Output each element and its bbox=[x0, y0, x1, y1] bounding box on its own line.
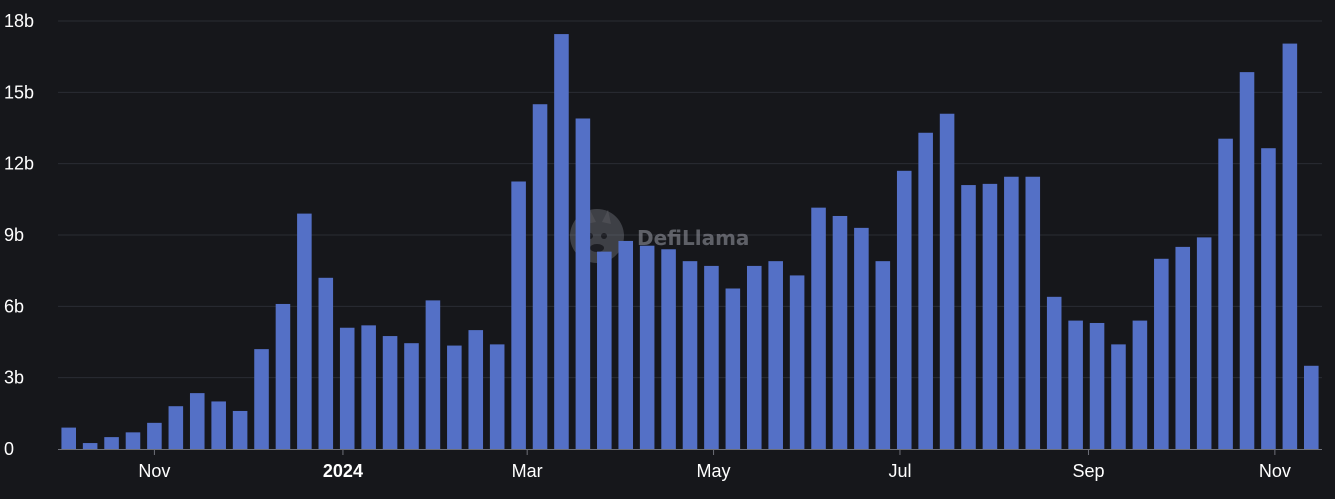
bar[interactable] bbox=[746, 265, 762, 449]
x-axis: Nov 2024 Mar May Jul Sep Nov bbox=[58, 449, 1322, 481]
bar[interactable] bbox=[339, 327, 355, 449]
bar[interactable] bbox=[147, 422, 162, 449]
bars-layer bbox=[61, 34, 1319, 450]
bar[interactable] bbox=[811, 207, 826, 449]
bar[interactable] bbox=[768, 261, 783, 449]
bar[interactable] bbox=[854, 227, 869, 449]
bar[interactable] bbox=[82, 443, 98, 449]
bar[interactable] bbox=[725, 288, 741, 450]
bar[interactable] bbox=[832, 215, 848, 449]
x-tick-label: Jul bbox=[888, 461, 911, 481]
bar[interactable] bbox=[404, 343, 419, 449]
bar[interactable] bbox=[297, 213, 312, 449]
bar[interactable] bbox=[447, 345, 462, 449]
bar[interactable] bbox=[1111, 344, 1126, 449]
bar[interactable] bbox=[789, 275, 805, 449]
bar[interactable] bbox=[468, 330, 484, 449]
bar[interactable] bbox=[1025, 176, 1041, 449]
bar[interactable] bbox=[1132, 320, 1148, 449]
bar[interactable] bbox=[1068, 320, 1083, 449]
bar[interactable] bbox=[275, 303, 291, 449]
y-axis: 0 3b 6b 9b 12b 15b 18b bbox=[4, 11, 34, 459]
x-tick-label: Nov bbox=[138, 461, 170, 481]
bar[interactable] bbox=[1046, 296, 1062, 449]
bar[interactable] bbox=[639, 245, 655, 449]
bar[interactable] bbox=[1196, 237, 1212, 449]
bar[interactable] bbox=[104, 437, 119, 449]
bar[interactable] bbox=[618, 240, 634, 449]
bar[interactable] bbox=[982, 183, 998, 449]
bar[interactable] bbox=[489, 344, 505, 449]
watermark-text: DefiLlama bbox=[637, 226, 749, 250]
bar[interactable] bbox=[511, 181, 526, 450]
bar[interactable] bbox=[318, 277, 334, 449]
x-tick-label: Sep bbox=[1072, 461, 1104, 481]
bar[interactable] bbox=[61, 427, 76, 449]
bar[interactable] bbox=[211, 401, 226, 449]
bar[interactable] bbox=[425, 300, 441, 449]
y-tick-label: 18b bbox=[4, 11, 34, 31]
watermark: DefiLlama bbox=[570, 209, 749, 263]
x-tick-label: Nov bbox=[1259, 461, 1291, 481]
y-tick-label: 0 bbox=[4, 439, 14, 459]
bar[interactable] bbox=[1261, 148, 1276, 449]
bar[interactable] bbox=[918, 132, 933, 449]
bar[interactable] bbox=[1004, 176, 1019, 449]
bar[interactable] bbox=[575, 118, 591, 449]
bar[interactable] bbox=[682, 261, 698, 449]
y-tick-label: 15b bbox=[4, 82, 34, 102]
bar[interactable] bbox=[232, 410, 248, 449]
bar[interactable] bbox=[361, 325, 376, 449]
bar[interactable] bbox=[168, 406, 184, 449]
bar[interactable] bbox=[1089, 322, 1105, 449]
bar[interactable] bbox=[1239, 72, 1255, 449]
bar[interactable] bbox=[1154, 258, 1169, 449]
y-tick-label: 9b bbox=[4, 225, 24, 245]
bar[interactable] bbox=[661, 249, 676, 449]
bar[interactable] bbox=[1282, 43, 1298, 449]
bar[interactable] bbox=[1218, 138, 1233, 449]
bar[interactable] bbox=[125, 432, 141, 449]
bar[interactable] bbox=[1175, 246, 1191, 449]
bar[interactable] bbox=[382, 336, 398, 449]
bar[interactable] bbox=[1304, 365, 1319, 449]
x-tick-label: May bbox=[697, 461, 731, 481]
bar[interactable] bbox=[704, 265, 719, 449]
x-tick-label: 2024 bbox=[323, 461, 363, 481]
y-tick-label: 12b bbox=[4, 154, 34, 174]
bar[interactable] bbox=[597, 251, 612, 449]
bar[interactable] bbox=[189, 393, 205, 449]
bar[interactable] bbox=[896, 170, 912, 450]
bar[interactable] bbox=[254, 349, 269, 449]
x-tick-label: Mar bbox=[512, 461, 543, 481]
bar[interactable] bbox=[554, 34, 569, 449]
bar[interactable] bbox=[875, 261, 891, 449]
bar[interactable] bbox=[939, 113, 955, 449]
y-tick-label: 3b bbox=[4, 368, 24, 388]
bar[interactable] bbox=[532, 104, 548, 449]
y-tick-label: 6b bbox=[4, 296, 24, 316]
bar[interactable] bbox=[961, 185, 976, 450]
